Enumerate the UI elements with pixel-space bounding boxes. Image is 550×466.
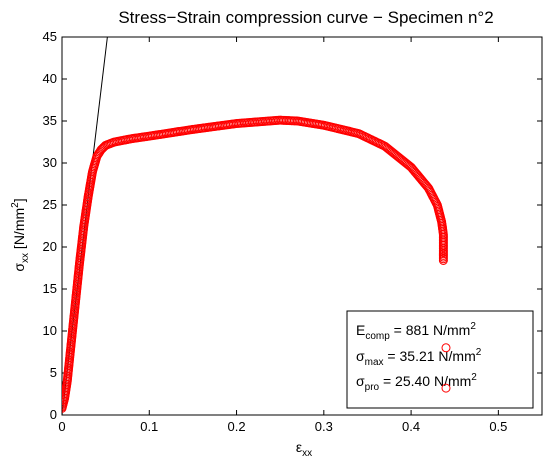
annotation-line-1: Ecomp = 881 N/mm2 [356,321,476,342]
annot-3-sub: pro [365,382,380,393]
y-tick-label: 15 [43,281,57,296]
y-tick-label: 35 [43,113,57,128]
annot-1-rest: = 881 N/mm [390,322,471,338]
annot-1-main: E [356,322,365,338]
annotation-border [346,310,534,409]
y-tick-label: 30 [43,155,57,170]
x-tick-label: 0.3 [315,419,333,434]
plot-area: 0 0.1 0.2 0.3 0.4 0.5 0 5 10 15 20 25 30 35 40 45 [43,29,543,434]
x-tick-label: 0.2 [228,419,246,434]
data-point [441,343,451,353]
x-axis-label-main: ε [296,439,302,455]
annot-2-sub: max [365,357,384,368]
y-axis-label-sup: 2 [10,202,21,208]
data-point [438,255,448,265]
annot-3-main: σ [356,373,365,389]
annot-2-main: σ [356,348,365,364]
y-axis-label-rest: [N/mm [11,208,27,253]
y-axis-label-sub: xx [20,253,31,263]
x-axis-label-sub: xx [302,448,312,459]
x-axis-label: εxx [296,439,312,459]
y-tick-label: 40 [43,71,57,86]
y-tick-label: 20 [43,239,57,254]
x-tick-label: 0.5 [489,419,507,434]
annot-2-rest: = 35.21 N/mm [384,348,476,364]
data-point [441,383,451,393]
annotation-line-2: σmax = 35.21 N/mm2 [356,347,482,368]
annot-1-sup: 2 [470,321,476,332]
x-tick-label: 0 [58,419,65,434]
x-tick-label: 0.4 [402,419,420,434]
annot-3-rest: = 25.40 N/mm [379,373,471,389]
annot-3-sup: 2 [471,372,477,383]
annot-2-sup: 2 [476,347,482,358]
y-tick-label: 5 [50,365,57,380]
axes-box [61,36,543,416]
y-tick-label: 10 [43,323,57,338]
plot-data [62,37,448,415]
y-tick-label: 45 [43,29,57,44]
y-axis-label-end: ] [11,198,27,202]
chart-title: Stress−Strain compression curve − Specim… [118,8,493,27]
y-axis-label: σxx [N/mm2] [10,198,31,271]
x-tick-label: 0.1 [140,419,158,434]
y-axis-label-main: σ [11,263,27,272]
annotation-box: Ecomp = 881 N/mm2 σmax = 35.21 N/mm2 σpr… [346,310,534,409]
y-tick-label: 25 [43,197,57,212]
annot-1-sub: comp [365,331,390,342]
y-tick-label: 0 [50,407,57,422]
